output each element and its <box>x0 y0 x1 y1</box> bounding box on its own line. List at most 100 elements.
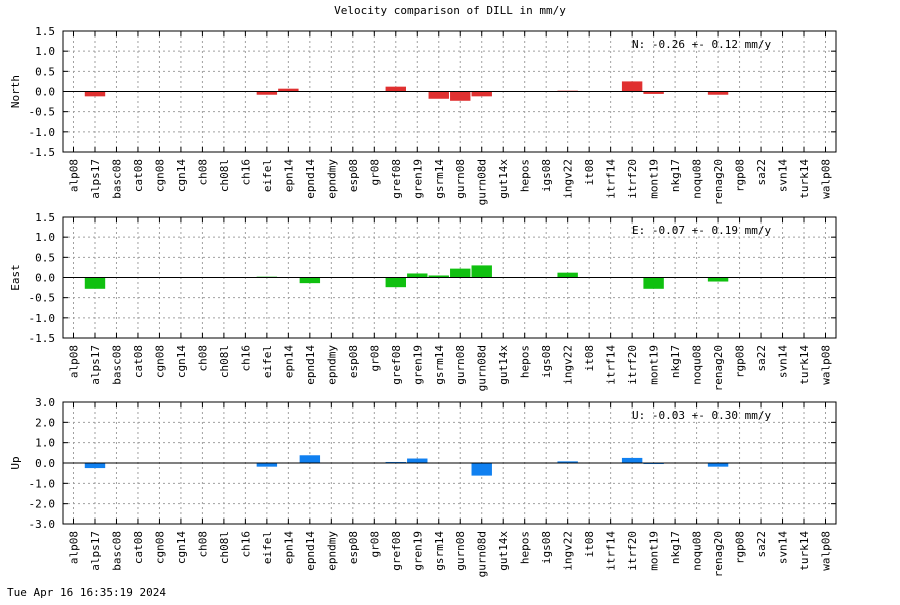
north-xtick-label-noqu08: noqu08 <box>691 159 704 199</box>
up-bar-itrf20 <box>621 457 643 463</box>
north-xtick-label-ch16: ch16 <box>239 159 252 186</box>
up-xtick-label-renag20: renag20 <box>712 531 725 577</box>
north-ytick-label: -1.5 <box>29 146 56 159</box>
up-xtick-label-esp08: esp08 <box>347 531 360 564</box>
north-xtick-label-basc08: basc08 <box>110 159 123 199</box>
north-xtick-label-renag20: renag20 <box>712 159 725 205</box>
north-xtick-label-epn14: epn14 <box>282 159 295 192</box>
up-ytick-label: -2.0 <box>29 498 56 511</box>
up-bar-epnd14 <box>299 455 321 463</box>
up-xtick-label-turk14: turk14 <box>798 531 811 571</box>
north-xtick-label-gref08: gref08 <box>390 159 403 199</box>
up-xtick-label-itrf14: itrf14 <box>605 531 618 571</box>
east-bar-gurn08d <box>471 265 492 278</box>
up-xtick-label-noqu08: noqu08 <box>691 531 704 571</box>
up-xtick-label-epnd14: epnd14 <box>304 531 317 571</box>
east-bar-epnd14 <box>299 277 321 284</box>
east-xtick-label-svn14: svn14 <box>777 345 790 378</box>
up-ytick-label: 1.0 <box>35 437 55 450</box>
north-xtick-label-alps17: alps17 <box>89 159 102 199</box>
up-xtick-label-epn14: epn14 <box>282 531 295 564</box>
north-xtick-label-cgn14: cgn14 <box>175 159 188 192</box>
east-xtick-label-alps17: alps17 <box>89 345 102 385</box>
north-xtick-label-gurn08d: gurn08d <box>476 159 489 205</box>
up-xtick-label-gut14x: gut14x <box>497 531 510 571</box>
up-xtick-label-cat08: cat08 <box>132 531 145 564</box>
up-xtick-label-epndmy: epndmy <box>325 531 338 571</box>
north-ytick-label: 0.0 <box>35 86 55 99</box>
east-xtick-label-ch08l: ch08l <box>218 345 231 378</box>
east-xtick-label-gr08: gr08 <box>368 345 381 372</box>
east-xtick-label-esp08: esp08 <box>347 345 360 378</box>
east-xtick-label-turk14: turk14 <box>798 345 811 385</box>
north-xtick-label-ch08l: ch08l <box>218 159 231 192</box>
east-bar-gref08 <box>385 277 406 288</box>
north-xtick-label-mont19: mont19 <box>648 159 661 199</box>
north-xtick-label-igs08: igs08 <box>540 159 553 192</box>
up-xtick-label-basc08: basc08 <box>110 531 123 571</box>
east-xtick-label-sa22: sa22 <box>755 345 768 372</box>
east-xtick-label-gsrm14: gsrm14 <box>433 345 446 385</box>
north-xtick-label-nkg17: nkg17 <box>669 159 682 192</box>
north-ytick-label: 0.5 <box>35 65 55 78</box>
up-bar-alps17 <box>84 463 106 469</box>
up-ytick-label: -3.0 <box>29 518 56 531</box>
north-bar-alps17 <box>84 91 106 97</box>
east-bar-gsrm14 <box>428 275 449 278</box>
north-xtick-label-rgp08: rgp08 <box>734 159 747 192</box>
north-bar-itrf20 <box>621 81 643 92</box>
north-xtick-label-ingv22: ingv22 <box>562 159 575 199</box>
north-bar-epn14 <box>278 88 299 92</box>
up-xtick-label-it08: it08 <box>583 531 596 558</box>
north-xtick-label-cat08: cat08 <box>132 159 145 192</box>
east-bar-mont19 <box>643 277 664 289</box>
up-xtick-label-gurn08d: gurn08d <box>476 531 489 577</box>
east-xtick-label-cgn08: cgn08 <box>153 345 166 378</box>
north-ytick-label: -0.5 <box>29 106 56 119</box>
east-xtick-label-rgp08: rgp08 <box>734 345 747 378</box>
east-xtick-label-nkg17: nkg17 <box>669 345 682 378</box>
north-xtick-label-esp08: esp08 <box>347 159 360 192</box>
up-bar-gref08 <box>385 461 406 463</box>
east-ytick-label: -1.5 <box>29 332 56 345</box>
north-bar-gsrm14 <box>428 91 449 99</box>
east-xtick-label-hepos: hepos <box>519 345 532 378</box>
east-xtick-label-it08: it08 <box>583 345 596 372</box>
north-xtick-label-gsrm14: gsrm14 <box>433 159 446 199</box>
chart-title: Velocity comparison of DILL in mm/y <box>334 4 566 17</box>
east-xtick-label-gut14x: gut14x <box>497 345 510 385</box>
east-xtick-label-epn14: epn14 <box>282 345 295 378</box>
east-xtick-label-igs08: igs08 <box>540 345 553 378</box>
up-bar-gren19 <box>407 458 428 463</box>
up-xtick-label-nkg17: nkg17 <box>669 531 682 564</box>
east-xtick-label-cgn14: cgn14 <box>175 345 188 378</box>
east-xtick-label-gref08: gref08 <box>390 345 403 385</box>
east-xtick-label-gren19: gren19 <box>411 345 424 385</box>
east-ytick-label: -0.5 <box>29 292 56 305</box>
east-xtick-label-epnd14: epnd14 <box>304 345 317 385</box>
up-xtick-label-alps17: alps17 <box>89 531 102 571</box>
north-xtick-label-gut14x: gut14x <box>497 159 510 199</box>
east-bar-gurn08 <box>450 268 471 278</box>
east-bar-gren19 <box>407 273 428 278</box>
up-xtick-label-hepos: hepos <box>519 531 532 564</box>
east-xtick-label-ch08: ch08 <box>196 345 209 372</box>
up-xtick-label-ch08l: ch08l <box>218 531 231 564</box>
up-xtick-label-eifel: eifel <box>261 531 274 564</box>
north-xtick-label-walp08: walp08 <box>820 159 833 199</box>
east-xtick-label-itrf14: itrf14 <box>605 345 618 385</box>
north-annotation: N: -0.26 +- 0.12 mm/y <box>632 38 771 51</box>
north-xtick-label-it08: it08 <box>583 159 596 186</box>
north-bar-gref08 <box>385 86 406 92</box>
up-xtick-label-rgp08: rgp08 <box>734 531 747 564</box>
east-bar-ingv22 <box>557 272 578 278</box>
east-xtick-label-gurn08: gurn08 <box>454 345 467 385</box>
east-ytick-label: 0.5 <box>35 251 55 264</box>
north-axis-label: North <box>9 75 22 108</box>
up-xtick-label-ingv22: ingv22 <box>562 531 575 571</box>
east-ytick-label: 0.0 <box>35 272 55 285</box>
up-xtick-label-svn14: svn14 <box>777 531 790 564</box>
up-ytick-label: 2.0 <box>35 416 55 429</box>
